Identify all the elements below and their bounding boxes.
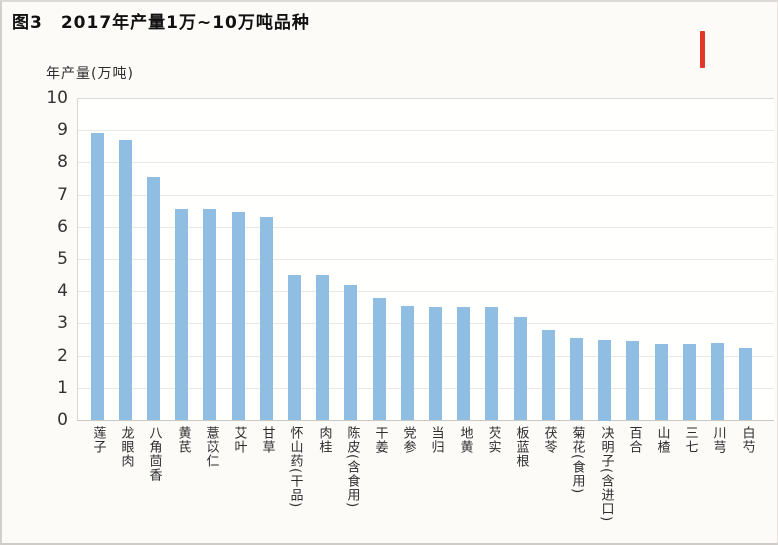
x-category-label: 百合 [626,426,642,454]
y-tick-label: 10 [46,88,68,108]
y-tick-label: 4 [57,281,68,301]
x-category-label: 莲子 [90,426,106,454]
gridline [77,388,774,389]
gridline [77,195,774,196]
bar-18 [570,338,583,420]
y-tick-label: 2 [57,346,68,366]
bar-19 [598,340,611,421]
bar-21 [655,344,668,420]
gridline [77,227,774,228]
gridline [77,130,774,131]
gridline [77,162,774,163]
gridline [77,291,774,292]
x-category-label: 干姜 [372,426,388,454]
y-tick-label: 1 [57,378,68,398]
y-axis-line [77,98,78,420]
red-annotation-mark [700,31,705,68]
x-category-label: 川芎 [710,426,726,454]
bar-9 [316,275,329,420]
bar-16 [514,317,527,420]
x-category-label: 龙眼肉 [118,426,134,468]
bar-6 [232,212,245,420]
x-category-label: 怀山药(干品) [287,426,303,509]
x-category-label: 当归 [428,426,444,454]
bar-5 [203,209,216,420]
x-category-label: 茯苓 [541,426,557,454]
x-category-label: 党参 [400,426,416,454]
bar-17 [542,330,555,420]
bar-4 [175,209,188,420]
bar-12 [401,306,414,420]
bar-15 [485,307,498,420]
y-axis-unit-label: 年产量(万吨) [46,66,134,82]
y-tick-label: 6 [57,217,68,237]
bar-23 [711,343,724,420]
gridline [77,420,774,421]
gridline [77,98,774,99]
x-category-label: 板蓝根 [513,426,529,468]
bar-3 [147,177,160,420]
y-tick-label: 9 [57,120,68,140]
x-category-label: 决明子(含进口) [598,426,614,523]
x-category-label: 肉桂 [316,426,332,454]
x-category-label: 陈皮(含食用) [344,426,360,509]
x-category-label: 芡实 [485,426,501,454]
x-category-label: 地黄 [457,426,473,454]
y-tick-label: 8 [57,152,68,172]
x-category-label: 三七 [682,426,698,454]
figure-title-row: 图3 2017年产量1万~10万吨品种 [12,8,310,33]
bar-8 [288,275,301,420]
y-tick-label: 3 [57,313,68,333]
bar-14 [457,307,470,420]
bar-20 [626,341,639,420]
gridline [77,259,774,260]
y-tick-label: 5 [57,249,68,269]
y-tick-label: 0 [57,410,68,430]
bar-7 [260,217,273,420]
gridline [77,323,774,324]
bar-2 [119,140,132,420]
gridline [77,356,774,357]
bar-22 [683,344,696,420]
x-category-label: 菊花(食用) [569,426,585,495]
y-tick-label: 7 [57,185,68,205]
x-category-label: 薏苡仁 [203,426,219,468]
bar-11 [373,298,386,420]
x-category-label: 艾叶 [231,426,247,454]
figure-title: 2017年产量1万~10万吨品种 [60,13,310,33]
x-category-label: 八角茴香 [146,426,162,482]
figure-label: 图3 [12,13,43,33]
bar-1 [91,133,104,420]
x-category-label: 甘草 [259,426,275,454]
bar-24 [739,348,752,420]
x-category-label: 白芍 [739,426,755,454]
bar-10 [344,285,357,420]
bar-13 [429,307,442,420]
x-category-label: 山楂 [654,426,670,454]
x-category-label: 黄芪 [175,426,191,454]
